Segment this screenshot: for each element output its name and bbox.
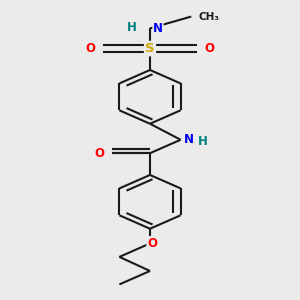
Text: H: H [198,134,208,148]
Text: H: H [127,21,137,34]
Text: O: O [95,147,105,160]
Text: O: O [147,237,158,250]
Text: S: S [145,42,155,55]
Text: N: N [184,133,194,146]
Text: O: O [86,42,96,55]
Text: O: O [204,42,214,55]
Text: CH₃: CH₃ [198,11,219,22]
Text: N: N [153,22,163,35]
